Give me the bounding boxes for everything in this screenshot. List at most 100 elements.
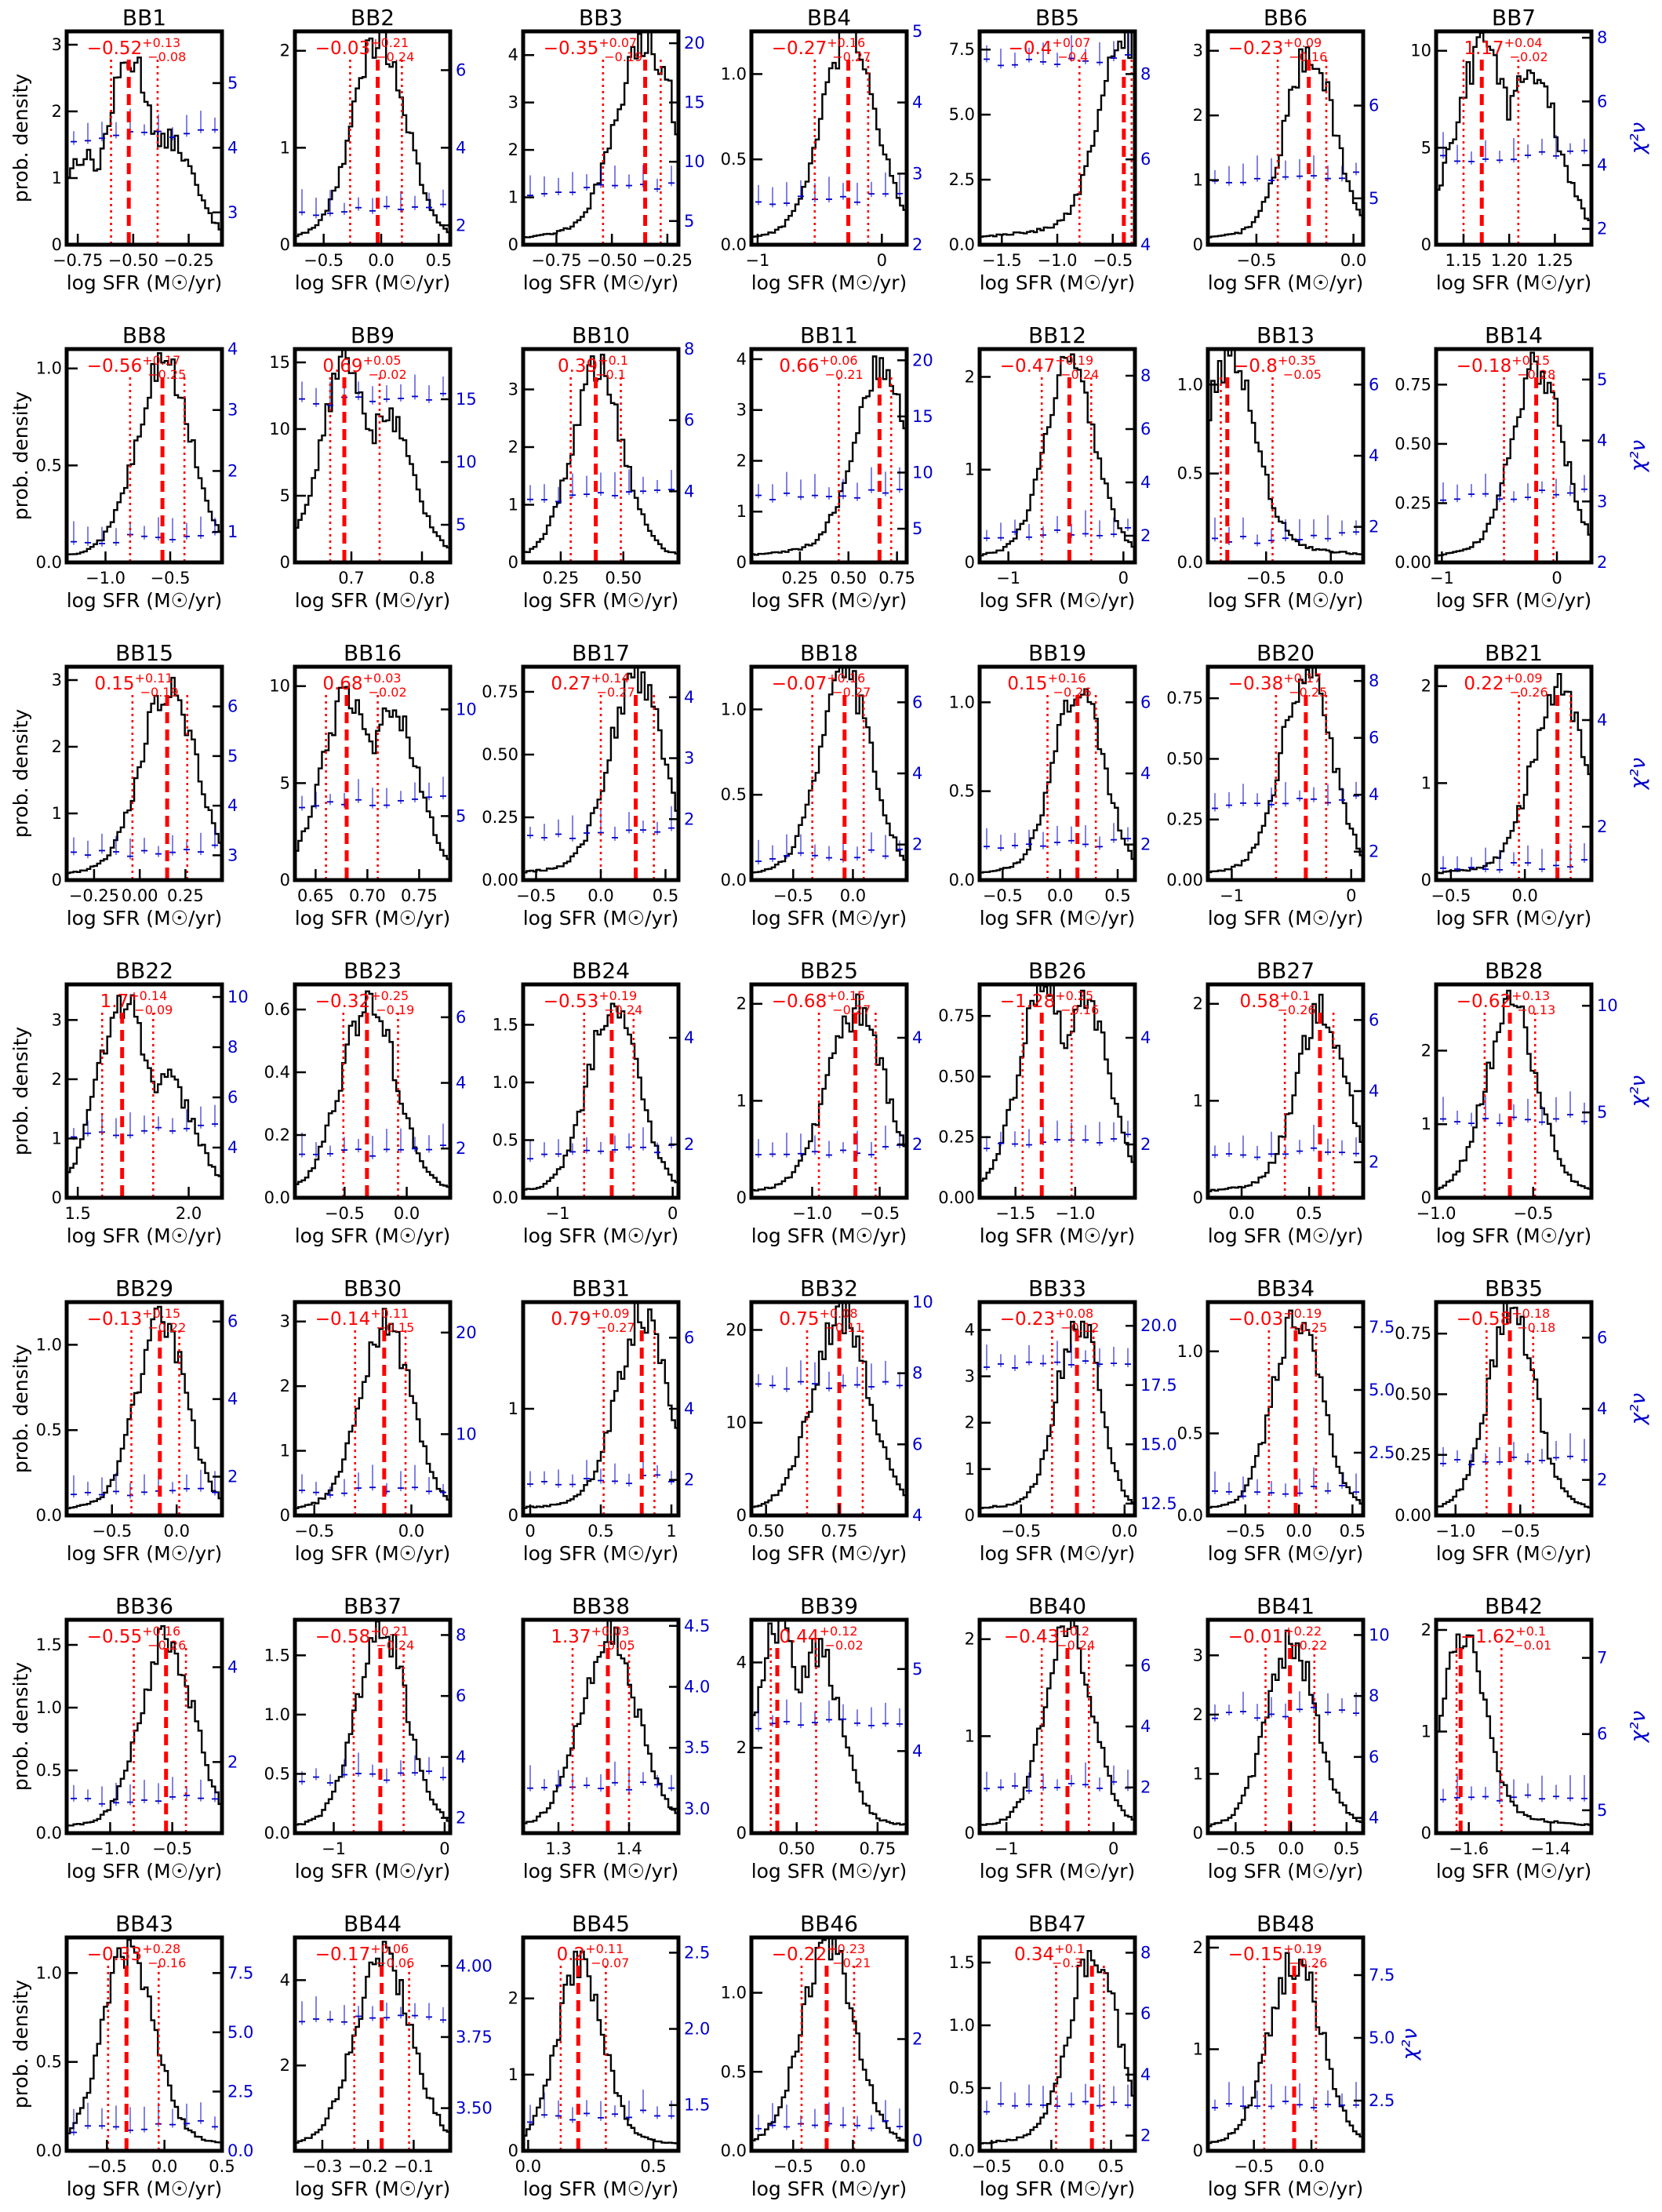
panel-title: BB7 <box>1492 5 1536 31</box>
lower-error: −0.02 <box>369 367 407 382</box>
upper-error: +0.07 <box>598 35 637 50</box>
y-right-tick-label: 3.0 <box>684 1799 710 1818</box>
chi2-points <box>984 823 1131 852</box>
posterior-histogram <box>980 688 1135 880</box>
x-axis-label: log SFR (M☉/yr) <box>751 907 907 930</box>
y-right-tick-label: 2 <box>1369 1153 1379 1172</box>
y-tick-label: 1 <box>52 169 62 187</box>
x-tick-label: −0.5 <box>1093 251 1133 270</box>
y-right-tick-label: 2 <box>456 1809 466 1828</box>
y-tick-label: 0.75 <box>1166 689 1203 708</box>
panel-frame <box>64 347 224 565</box>
y-tick-label: 0 <box>52 1188 62 1207</box>
upper-error: +0.1 <box>1054 1941 1085 1956</box>
x-tick-label: −0.5 <box>294 1522 334 1541</box>
chi2-points <box>71 516 218 547</box>
posterior-histogram <box>523 1620 678 1833</box>
panel-bb5: BB5 −0.4+0.07 −0.4 −1.5 −1.0 −0.5 0.0 2.5 5.0 7.5… <box>949 5 1151 294</box>
y-tick-label: 0.0 <box>36 1824 62 1843</box>
chi2-points <box>71 2102 218 2136</box>
y-tick-label: 0 <box>736 1824 747 1843</box>
y-tick-label: 1.0 <box>36 1698 62 1717</box>
median-value: 0.44 <box>779 1627 819 1647</box>
y-tick-label: 0.5 <box>36 456 62 475</box>
y-right-axis-label: χ²ν <box>1627 1075 1650 1108</box>
median-value: −0.13 <box>87 1309 142 1330</box>
x-tick-label: 0 <box>1118 569 1129 588</box>
y-right-tick-label: 2 <box>1597 1471 1607 1490</box>
x-axis-label: log SFR (M☉/yr) <box>751 1224 907 1247</box>
y-tick-label: 1 <box>508 188 518 207</box>
panel-bb1: BB1 −0.52+0.13 −0.08 −0.75 −0.50 −0.25 0 1 2 3 3 4 5… <box>9 5 238 294</box>
x-tick-label: 0.5 <box>426 251 452 270</box>
y-right-tick-label: 6 <box>456 1008 466 1027</box>
y-right-tick-label: 6 <box>1369 1010 1379 1029</box>
panel-title: BB18 <box>800 640 858 666</box>
median-annotation: 0.39+0.1 −0.1 <box>558 353 628 382</box>
y-right-tick-label: 6 <box>1140 693 1151 711</box>
upper-error: +0.09 <box>591 1306 630 1321</box>
x-tick-label: 0 <box>1108 1839 1118 1858</box>
y-right-tick-label: 1 <box>227 522 238 541</box>
chi2-points <box>1212 155 1359 186</box>
y-tick-label: 0.5 <box>949 782 975 801</box>
panel-title: BB13 <box>1257 322 1315 348</box>
posterior-histogram <box>295 1308 450 1515</box>
lower-error: −0.26 <box>1278 1002 1316 1017</box>
panel-title: BB38 <box>572 1593 630 1619</box>
x-axis-label: log SFR (M☉/yr) <box>751 271 907 294</box>
x-tick-label: 1.15 <box>1446 251 1482 270</box>
y-tick-label: 2 <box>1421 677 1431 696</box>
x-axis-label: log SFR (M☉/yr) <box>751 589 907 612</box>
median-value: −0.58 <box>315 1627 370 1647</box>
y-axis-label: prob. density <box>9 1980 32 2109</box>
lower-error: −0.18 <box>1517 1320 1555 1335</box>
y-right-tick-label: 3 <box>684 749 694 768</box>
y-tick-label: 0 <box>508 2141 518 2160</box>
y-tick-label: 1 <box>1193 171 1203 190</box>
x-tick-label: 0.70 <box>349 886 386 905</box>
lower-error: −0.05 <box>1283 367 1322 382</box>
x-tick-label: 0.50 <box>830 569 867 588</box>
median-value: −0.55 <box>87 1627 142 1647</box>
y-tick-label: 0 <box>508 235 518 254</box>
y-tick-label: 3 <box>1193 42 1203 60</box>
median-value: 0.75 <box>779 1309 819 1330</box>
panel-frame <box>293 982 453 1200</box>
x-axis-label: log SFR (M☉/yr) <box>295 271 451 294</box>
y-tick-label: 4 <box>736 350 747 369</box>
median-annotation: −0.43+0.2 −0.24 <box>1004 1624 1095 1653</box>
median-value: 0.68 <box>322 674 362 694</box>
x-axis-label: log SFR (M☉/yr) <box>295 589 451 612</box>
median-value: 0.39 <box>558 356 598 377</box>
x-tick-label: −0.5 <box>1500 1522 1540 1541</box>
y-tick-label: 1.0 <box>1177 375 1203 394</box>
median-value: −0.43 <box>1004 1627 1059 1647</box>
y-tick-label: 1.5 <box>493 1015 518 1034</box>
chi2-points <box>71 1469 218 1499</box>
panel-bb13: BB13 −0.8+0.35 −0.05 −0.5 0.0 0.0 0.5 1.0 2 4 6 log… <box>1177 322 1380 612</box>
y-tick-label: 1.0 <box>721 64 747 83</box>
panel-bb14: BB14 −0.18+0.15 −0.28 −1 0 0.00 0.25 0.50 0.75 2 3… <box>1395 322 1650 612</box>
panel-frame <box>1434 1300 1594 1518</box>
y-right-tick-label: 10 <box>684 152 705 171</box>
chi2-points <box>1440 132 1587 165</box>
y-right-tick-label: 8 <box>1597 28 1607 47</box>
x-tick-label: 0.75 <box>821 1522 858 1541</box>
y-tick-label: 1 <box>1193 1764 1203 1783</box>
y-right-tick-label: 8 <box>1140 64 1151 83</box>
x-axis-label: log SFR (M☉/yr) <box>523 1860 679 1883</box>
y-right-tick-label: 2.5 <box>1369 1443 1395 1462</box>
x-tick-label: −1 <box>996 569 1020 588</box>
panel-frame <box>521 982 681 1200</box>
y-right-tick-label: 8 <box>1140 1943 1151 1962</box>
median-annotation: −0.56+0.17 −0.25 <box>87 353 187 382</box>
x-axis-label: log SFR (M☉/yr) <box>751 1860 907 1883</box>
y-axis-label: prob. density <box>9 391 32 521</box>
x-axis-label: log SFR (M☉/yr) <box>751 2177 907 2200</box>
median-annotation: 1.17+0.04 −0.02 <box>1464 35 1547 64</box>
y-tick-label: 1.0 <box>1177 1342 1203 1361</box>
x-tick-label: −1 <box>745 251 769 270</box>
chi2-points <box>984 510 1131 542</box>
upper-error: +0.06 <box>820 353 858 368</box>
